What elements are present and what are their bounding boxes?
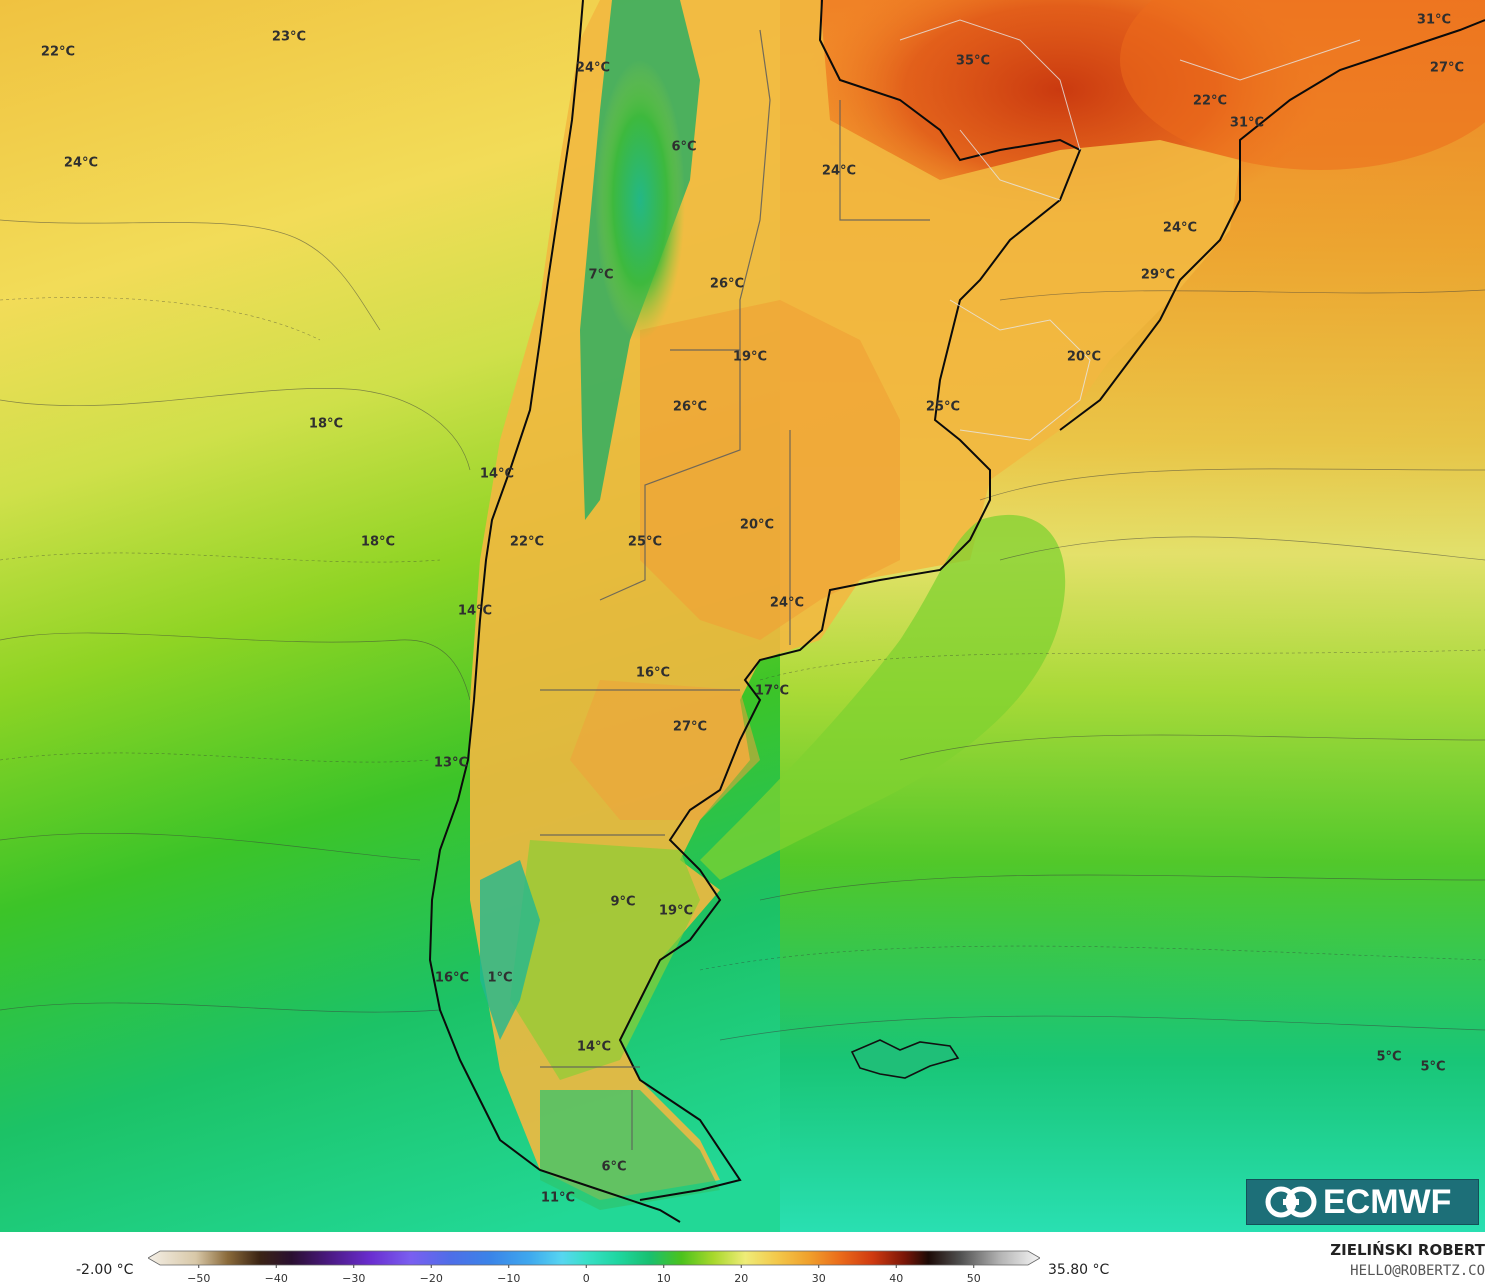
temperature-label: 14°C bbox=[457, 603, 493, 619]
temperature-label: 25°C bbox=[627, 534, 663, 550]
political-borders bbox=[540, 29, 930, 1150]
isotherm-dashed bbox=[0, 297, 1485, 971]
colorbar-tick-label: 50 bbox=[966, 1272, 981, 1285]
colorbar-tick-label: 0 bbox=[582, 1272, 590, 1285]
temperature-label: 24°C bbox=[821, 163, 857, 179]
temperature-label: 11°C bbox=[540, 1190, 576, 1206]
colorbar-tick-label: −30 bbox=[342, 1272, 366, 1285]
temperature-label: 24°C bbox=[575, 60, 611, 76]
temperature-label: 14°C bbox=[479, 466, 515, 482]
colorbar-tick-label: −40 bbox=[264, 1272, 288, 1285]
temperature-label: 6°C bbox=[601, 1159, 627, 1175]
ecmwf-logo-text: ECMWF bbox=[1323, 1183, 1452, 1221]
temperature-label: 24°C bbox=[63, 155, 99, 171]
temperature-label: 16°C bbox=[635, 665, 671, 681]
state-borders bbox=[899, 19, 1361, 441]
temperature-colorbar bbox=[148, 1250, 1040, 1268]
temperature-label: 35°C bbox=[955, 53, 991, 69]
legend-min-label: -2.00 °C bbox=[76, 1262, 134, 1278]
tierra-del-fuego-cool bbox=[540, 1090, 720, 1210]
colorbar-tick-label: 30 bbox=[811, 1272, 826, 1285]
temperature-label: 24°C bbox=[1162, 220, 1198, 236]
legend-max-label: 35.80 °C bbox=[1048, 1262, 1110, 1278]
temperature-label: 25°C bbox=[925, 399, 961, 415]
south-patagonia-cool bbox=[510, 840, 700, 1080]
temperature-label: 20°C bbox=[739, 517, 775, 533]
pampas-warm bbox=[640, 300, 900, 640]
colorbar-tick-label: −20 bbox=[419, 1272, 443, 1285]
temperature-label: 29°C bbox=[1140, 267, 1176, 283]
ecmwf-logo-icon bbox=[1265, 1186, 1317, 1218]
temperature-label: 13°C bbox=[433, 755, 469, 771]
falkland-islands bbox=[850, 1039, 960, 1079]
temperature-label: 6°C bbox=[671, 139, 697, 155]
atlantic-coastline bbox=[618, 0, 1082, 1201]
colorbar-gradient bbox=[148, 1250, 1040, 1266]
temperature-label: 24°C bbox=[769, 595, 805, 611]
map-canvas bbox=[0, 0, 1485, 1232]
hot-region-east bbox=[1120, 0, 1485, 170]
isotherm-contours bbox=[0, 219, 1485, 1041]
temperature-label: 22°C bbox=[1192, 93, 1228, 109]
temperature-map: 22°C 23°C 24°C 24°C 6°C 35°C 31°C 27°C 22°C 31°C 2… bbox=[0, 0, 1485, 1232]
temperature-label: 9°C bbox=[610, 894, 636, 910]
colorbar-tick-label: −50 bbox=[187, 1272, 211, 1285]
ecmwf-logo: ECMWF bbox=[1246, 1179, 1479, 1225]
ocean-cool-tongue bbox=[700, 514, 1066, 880]
patagonia-warm bbox=[570, 680, 760, 820]
author-name: ZIELIŃSKI ROBERT bbox=[1330, 1241, 1485, 1259]
brazil-uruguay-coastline bbox=[1059, 19, 1485, 431]
temperature-label: 5°C bbox=[1420, 1059, 1446, 1075]
temperature-label: 31°C bbox=[1229, 115, 1265, 131]
temperature-label: 14°C bbox=[576, 1039, 612, 1055]
temperature-label: 18°C bbox=[308, 416, 344, 432]
southern-andes-cold bbox=[480, 860, 540, 1040]
colorbar-tick-label: −10 bbox=[497, 1272, 521, 1285]
temperature-label: 16°C bbox=[434, 970, 470, 986]
temperature-label: 26°C bbox=[672, 399, 708, 415]
temperature-label: 22°C bbox=[40, 44, 76, 60]
temperature-label: 31°C bbox=[1416, 12, 1452, 28]
temperature-label: 27°C bbox=[1429, 60, 1465, 76]
temperature-label: 19°C bbox=[732, 349, 768, 365]
temperature-label: 19°C bbox=[658, 903, 694, 919]
colorbar-tick-label: 40 bbox=[889, 1272, 904, 1285]
temperature-label: 27°C bbox=[672, 719, 708, 735]
temperature-label: 20°C bbox=[1066, 349, 1102, 365]
temperature-label: 23°C bbox=[271, 29, 307, 45]
colorbar-tick-label: 10 bbox=[656, 1272, 671, 1285]
pacific-coastline bbox=[428, 0, 681, 1223]
temperature-label: 5°C bbox=[1376, 1049, 1402, 1065]
colorbar-tick-label: 20 bbox=[734, 1272, 749, 1285]
temperature-label: 18°C bbox=[360, 534, 396, 550]
temperature-label: 26°C bbox=[709, 276, 745, 292]
temperature-label: 17°C bbox=[754, 683, 790, 699]
andes-cold-core bbox=[595, 60, 685, 340]
author-email: HELLO@ROBERTZ.CO bbox=[1350, 1263, 1485, 1279]
temperature-label: 22°C bbox=[509, 534, 545, 550]
colorbar-ticks bbox=[198, 1265, 975, 1268]
temperature-label: 1°C bbox=[487, 970, 513, 986]
temperature-label: 7°C bbox=[588, 267, 614, 283]
